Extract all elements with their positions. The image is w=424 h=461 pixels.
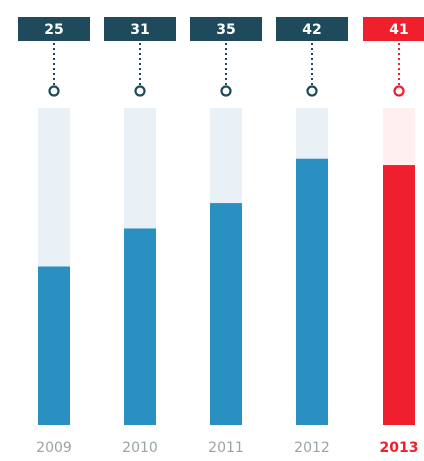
- value-label-2011: 35: [216, 22, 235, 38]
- value-label-box-2011: [190, 17, 262, 41]
- category-label-2013: 2013: [380, 440, 419, 456]
- value-label-2012: 42: [302, 22, 321, 38]
- bar-2012: [296, 158, 328, 425]
- value-label-2013: 41: [389, 22, 408, 38]
- value-label-2010: 31: [130, 22, 149, 38]
- category-label-2009: 2009: [36, 440, 72, 456]
- value-label-box-2013: [363, 17, 424, 41]
- bar-2013: [383, 165, 415, 425]
- marker-2012: [306, 85, 318, 97]
- bar-2010: [124, 228, 156, 425]
- value-label-2009: 25: [44, 22, 63, 38]
- bar-2011: [210, 203, 242, 425]
- marker-2009: [48, 85, 60, 97]
- category-label-2011: 2011: [208, 440, 244, 456]
- category-label-2012: 2012: [294, 440, 330, 456]
- marker-2010: [134, 85, 146, 97]
- category-label-2010: 2010: [122, 440, 158, 456]
- marker-2013: [393, 85, 405, 97]
- value-label-box-2009: [18, 17, 90, 41]
- marker-2011: [220, 85, 232, 97]
- value-label-box-2010: [104, 17, 176, 41]
- value-label-box-2012: [276, 17, 348, 41]
- bar-2009: [38, 266, 70, 425]
